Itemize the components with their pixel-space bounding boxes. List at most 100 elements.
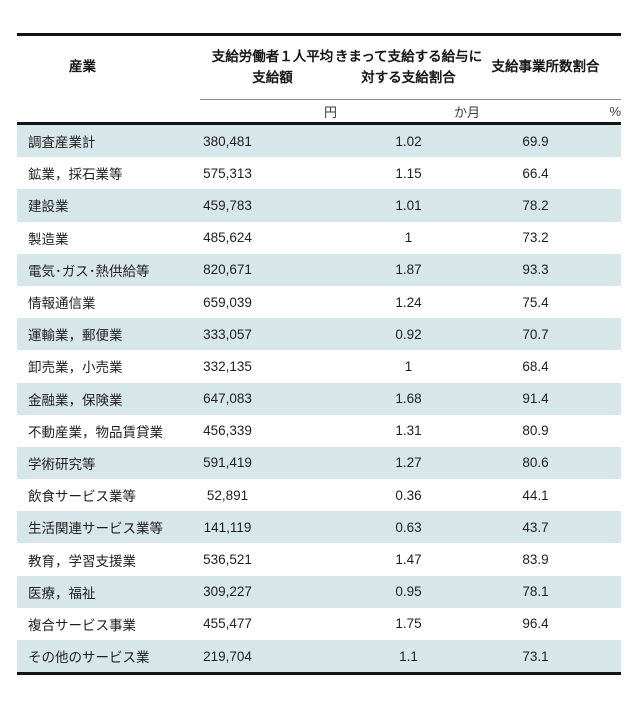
percent-cell: 68.4 (522, 358, 549, 374)
amount-cell: 455,477 (203, 616, 252, 632)
months-cell: 0.36 (395, 487, 422, 503)
amount-cell: 647,083 (203, 391, 252, 407)
col-header-establishments: 支給事業所数割合 (480, 36, 621, 99)
col-header-avg-payment-line1: 支給労働者１人平均 (211, 49, 334, 65)
amount-cell: 485,624 (203, 230, 252, 246)
percent-cell: 93.3 (522, 262, 549, 278)
table-top-rule (17, 33, 621, 36)
industry-cell: 情報通信業 (28, 296, 96, 312)
percent-cell: 44.1 (522, 487, 549, 503)
industry-cell: 鉱業，採石業等 (28, 167, 123, 183)
unit-yen: 円 (323, 104, 337, 120)
months-cell: 0.95 (395, 584, 422, 600)
table-header-row: 産業 支給労働者１人平均 支給額 きまって支給する給与に 対する支給割合 支給事… (17, 36, 621, 99)
amount-cell: 459,783 (203, 197, 252, 213)
months-cell: 1.31 (395, 423, 422, 439)
units-row: 円 か月 % (17, 100, 621, 122)
table-bottom-rule (17, 672, 621, 676)
percent-cell: 91.4 (522, 391, 549, 407)
table-row: 調査産業計 380,481 1.02 69.9 (17, 125, 621, 158)
months-cell: 1 (404, 230, 413, 246)
percent-cell: 80.6 (522, 455, 549, 471)
months-cell: 1.68 (395, 391, 422, 407)
percent-cell: 66.4 (522, 165, 549, 181)
table-row: 運輸業，郵便業 333,057 0.92 70.7 (17, 318, 621, 351)
table-row: 教育，学習支援業 536,521 1.47 83.9 (17, 543, 621, 575)
industry-cell: 生活関連サービス業等 (28, 521, 163, 537)
industry-cell: 建設業 (28, 199, 69, 215)
percent-cell: 69.9 (522, 133, 549, 149)
industry-cell: 教育，学習支援業 (28, 553, 136, 569)
percent-cell: 78.2 (522, 197, 549, 213)
months-cell: 1 (404, 358, 413, 374)
industry-cell: 医療，福祉 (28, 585, 96, 601)
table-row: 不動産業，物品賃貸業 456,339 1.31 80.9 (17, 415, 621, 447)
percent-cell: 73.1 (522, 648, 549, 664)
table-row: 建設業 459,783 1.01 78.2 (17, 189, 621, 222)
percent-cell: 43.7 (522, 519, 549, 535)
amount-cell: 456,339 (203, 423, 252, 439)
table-mid-rule (17, 122, 621, 125)
industry-cell: 電気･ガス･熱供給等 (28, 263, 150, 279)
months-cell: 1.15 (395, 165, 422, 181)
industry-cell: 飲食サービス業等 (28, 489, 136, 505)
months-cell: 0.63 (395, 519, 422, 535)
amount-cell: 219,704 (203, 648, 252, 664)
percent-cell: 75.4 (522, 294, 549, 310)
amount-cell: 536,521 (203, 552, 252, 568)
months-cell: 1.24 (395, 294, 422, 310)
amount-cell: 820,671 (203, 262, 252, 278)
col-header-payment-ratio-line1: きまって支給する給与に (334, 49, 483, 65)
table-row: 医療，福祉 309,227 0.95 78.1 (17, 575, 621, 608)
amount-cell: 659,039 (203, 294, 252, 310)
percent-cell: 83.9 (522, 552, 549, 568)
bonus-statistics-table: 産業 支給労働者１人平均 支給額 きまって支給する給与に 対する支給割合 支給事… (17, 33, 621, 676)
col-header-payment-ratio-line2: 対する支給割合 (361, 69, 456, 85)
amount-cell: 575,313 (203, 165, 252, 181)
amount-cell: 309,227 (203, 584, 252, 600)
industry-cell: 調査産業計 (28, 135, 96, 151)
industry-cell: 学術研究等 (28, 456, 96, 472)
col-header-avg-payment-line2: 支給額 (252, 69, 293, 85)
months-cell: 1.47 (395, 552, 422, 568)
percent-cell: 78.1 (522, 584, 549, 600)
col-header-avg-payment: 支給労働者１人平均 支給額 (168, 36, 337, 99)
months-cell: 1.1 (399, 648, 418, 664)
table-row: 電気･ガス･熱供給等 820,671 1.87 93.3 (17, 253, 621, 286)
table-row: 情報通信業 659,039 1.24 75.4 (17, 286, 621, 318)
months-cell: 1.01 (395, 197, 422, 213)
table-row: 製造業 485,624 1 73.2 (17, 222, 621, 254)
amount-cell: 333,057 (203, 326, 252, 342)
col-header-industry: 産業 (17, 36, 168, 99)
table-row: その他のサービス業 219,704 1.1 73.1 (17, 640, 621, 673)
amount-cell: 591,419 (203, 455, 252, 471)
table-row: 学術研究等 591,419 1.27 80.6 (17, 446, 621, 480)
months-cell: 0.92 (395, 326, 422, 342)
months-cell: 1.75 (395, 616, 422, 632)
unit-percent: % (609, 103, 621, 119)
amount-cell: 380,481 (203, 133, 252, 149)
col-header-industry-label: 産業 (69, 59, 96, 75)
unit-months: か月 (453, 104, 480, 120)
amount-cell: 141,119 (203, 519, 252, 535)
industry-cell: 不動産業，物品賃貸業 (28, 424, 163, 440)
amount-cell: 332,135 (203, 358, 252, 374)
table-row: 卸売業，小売業 332,135 1 68.4 (17, 350, 621, 382)
table-row: 鉱業，採石業等 575,313 1.15 66.4 (17, 157, 621, 189)
header-divider-row (17, 99, 621, 100)
percent-cell: 73.2 (522, 230, 549, 246)
industry-cell: 複合サービス事業 (28, 617, 136, 633)
table-row: 複合サービス事業 455,477 1.75 96.4 (17, 608, 621, 640)
col-header-establishments-label: 支給事業所数割合 (491, 59, 600, 75)
months-cell: 1.27 (395, 455, 422, 471)
amount-cell: 52,891 (206, 487, 249, 503)
percent-cell: 96.4 (522, 616, 549, 632)
industry-cell: その他のサービス業 (28, 650, 150, 666)
table-row: 金融業，保険業 647,083 1.68 91.4 (17, 382, 621, 415)
industry-cell: 製造業 (28, 231, 69, 247)
table-row: 生活関連サービス業等 141,119 0.63 43.7 (17, 511, 621, 544)
col-header-payment-ratio: きまって支給する給与に 対する支給割合 (334, 36, 483, 99)
industry-cell: 卸売業，小売業 (28, 360, 123, 376)
industry-cell: 運輸業，郵便業 (28, 328, 123, 344)
months-cell: 1.02 (395, 133, 422, 149)
